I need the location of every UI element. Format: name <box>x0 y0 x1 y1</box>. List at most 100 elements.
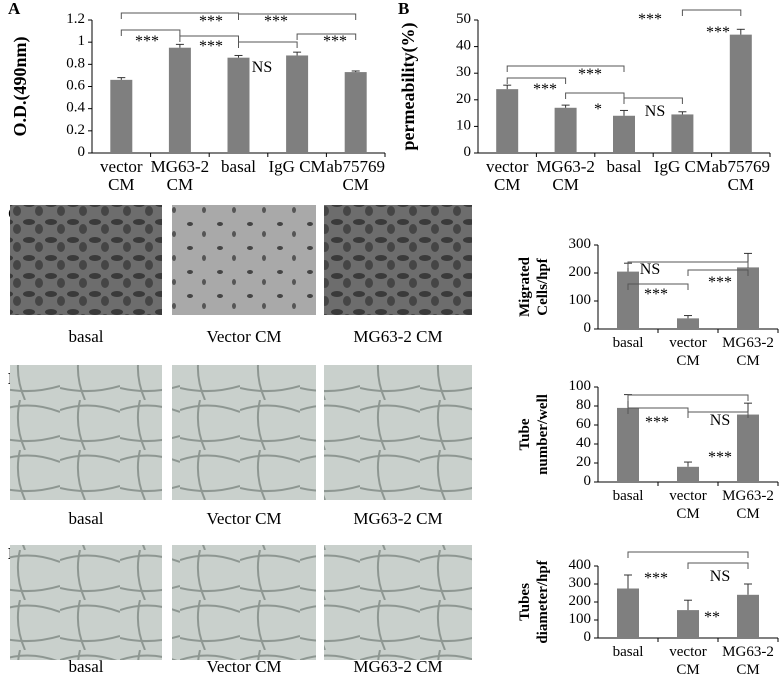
bar <box>227 57 250 153</box>
significance-bracket <box>687 269 749 276</box>
y-tick-label: 0 <box>78 144 86 160</box>
y-axis-label: Tubes diameter/hpf <box>517 559 551 643</box>
y-tick-label: 40 <box>456 38 471 54</box>
significance-bracket <box>120 29 181 36</box>
y-tick-label: 1.2 <box>66 11 85 27</box>
significance-label: * <box>594 101 602 118</box>
x-tick-label: vector CM <box>669 488 706 522</box>
bar <box>496 89 519 153</box>
image-caption: MG63-2 CM <box>353 509 442 528</box>
x-tick-label: vector CM <box>669 335 706 369</box>
bar <box>729 34 752 153</box>
significance-label: NS <box>710 568 730 585</box>
micrograph <box>10 365 162 500</box>
x-tick-label: vector CM <box>486 157 529 194</box>
significance-bracket <box>238 41 298 48</box>
micrograph <box>10 545 162 660</box>
y-tick-label: 300 <box>569 236 592 252</box>
x-tick-label: ab75769 CM <box>326 157 385 194</box>
y-tick-label: 0.6 <box>66 78 85 94</box>
significance-bracket <box>627 283 689 290</box>
y-tick-label: 60 <box>576 416 591 432</box>
x-tick-label: IgG CM <box>269 157 326 176</box>
micrograph <box>10 205 162 315</box>
y-tick-label: 20 <box>456 91 471 107</box>
x-tick-label: ab75769 CM <box>712 157 771 194</box>
significance-label: NS <box>640 261 660 278</box>
micrograph <box>172 545 316 660</box>
panel-label: B <box>398 0 409 18</box>
significance-bracket <box>687 562 749 569</box>
significance-label: *** <box>135 33 159 50</box>
significance-label: *** <box>199 38 223 55</box>
significance-bracket <box>627 551 749 558</box>
y-axis-label: O.D.(490nm) <box>10 37 31 137</box>
significance-label: *** <box>323 33 347 50</box>
significance-label: *** <box>644 570 668 587</box>
x-tick-label: MG63-2 CM <box>722 488 774 522</box>
y-axis-label: Tube number/well <box>517 394 551 475</box>
y-tick-label: 0 <box>584 473 592 489</box>
x-tick-label: vector CM <box>100 157 143 194</box>
bar <box>344 72 367 153</box>
significance-label: *** <box>264 13 288 30</box>
x-tick-label: vector CM <box>669 644 706 678</box>
significance-label: NS <box>710 412 730 429</box>
y-tick-label: 0 <box>464 144 472 160</box>
significance-label: *** <box>708 449 732 466</box>
y-tick-label: 0.8 <box>66 56 85 72</box>
image-caption: MG63-2 CM <box>353 327 442 346</box>
y-tick-label: 30 <box>456 65 471 81</box>
significance-bracket <box>627 261 749 268</box>
x-tick-label: MG63-2 CM <box>536 157 595 194</box>
panel-label: A <box>8 0 21 18</box>
bar <box>677 318 699 329</box>
significance-bracket <box>687 411 749 418</box>
y-tick-label: 40 <box>576 435 591 451</box>
y-tick-label: 0.4 <box>66 100 85 116</box>
y-tick-label: 80 <box>576 397 591 413</box>
bar <box>168 47 191 154</box>
micrograph <box>172 365 316 500</box>
y-axis-label: Migrated Cells/hpf <box>517 256 551 317</box>
image-caption: MG63-2 CM <box>353 657 442 676</box>
bar <box>737 267 759 329</box>
significance-bracket <box>565 92 625 99</box>
image-caption: basal <box>69 657 104 676</box>
micrograph <box>324 205 472 315</box>
bar <box>286 55 309 153</box>
micrograph <box>324 365 472 500</box>
y-tick-label: 400 <box>569 557 592 573</box>
significance-bracket <box>296 33 357 40</box>
significance-label: ** <box>704 609 720 626</box>
y-tick-label: 100 <box>569 378 592 394</box>
y-tick-label: 0 <box>584 629 592 645</box>
x-tick-label: MG63-2 CM <box>722 335 774 369</box>
x-tick-label: basal <box>221 157 256 176</box>
y-tick-label: 200 <box>569 593 592 609</box>
bar <box>677 610 699 638</box>
significance-bracket <box>627 407 689 414</box>
significance-label: *** <box>645 414 669 431</box>
bar <box>617 271 639 329</box>
image-caption: Vector CM <box>206 657 281 676</box>
bar <box>671 114 694 153</box>
significance-label: *** <box>199 13 223 30</box>
significance-label: *** <box>644 286 668 303</box>
bar <box>737 594 759 638</box>
y-tick-label: 100 <box>569 292 592 308</box>
x-tick-label: MG63-2 CM <box>722 644 774 678</box>
y-tick-label: 10 <box>456 118 471 134</box>
significance-label: NS <box>252 59 272 76</box>
y-axis-label: permeability(%) <box>398 23 419 151</box>
y-tick-label: 100 <box>569 611 592 627</box>
x-tick-label: basal <box>613 488 644 504</box>
image-caption: Vector CM <box>206 327 281 346</box>
micrograph <box>324 545 472 660</box>
y-tick-label: 0.2 <box>66 122 85 138</box>
y-tick-label: 50 <box>456 11 471 27</box>
significance-label: *** <box>708 274 732 291</box>
y-tick-label: 0 <box>584 320 592 336</box>
significance-label: *** <box>533 81 557 98</box>
